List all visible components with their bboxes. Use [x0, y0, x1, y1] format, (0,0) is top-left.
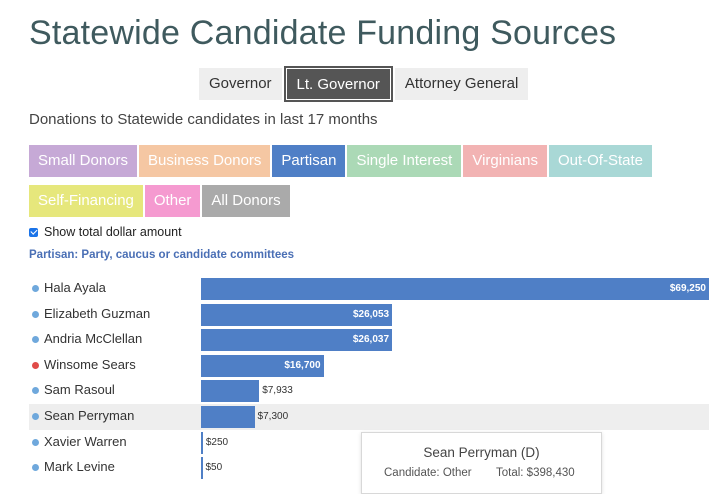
- candidate-name: Andria McClellan: [44, 331, 143, 347]
- tab-governor[interactable]: Governor: [199, 68, 282, 100]
- candidate-name: Winsome Sears: [44, 356, 136, 372]
- filter-other[interactable]: Other: [144, 185, 201, 217]
- bar-value-label: $26,053: [352, 308, 390, 320]
- candidate-name: Sean Perryman: [44, 407, 135, 423]
- tab-attorney-general[interactable]: Attorney General: [394, 68, 529, 100]
- candidate-row[interactable]: Winsome Sears $16,700: [29, 353, 709, 379]
- checkbox-checked-icon[interactable]: [29, 227, 38, 237]
- bar-mark[interactable]: [201, 457, 203, 480]
- party-dot-icon: [32, 361, 39, 369]
- show-total-toggle[interactable]: Show total dollar amount: [29, 225, 182, 239]
- bar-value-label: $7,300: [257, 410, 289, 422]
- bar-value-label: $250: [205, 436, 229, 448]
- bar-mark[interactable]: [201, 405, 255, 428]
- party-dot-icon: [32, 285, 39, 292]
- bar-mark[interactable]: [201, 431, 203, 454]
- bar-mark[interactable]: [201, 380, 260, 403]
- show-total-label: Show total dollar amount: [44, 225, 182, 239]
- candidate-bar-chart: Hala Ayala $69,250 Elizabeth Guzman $26,053…: [29, 276, 709, 481]
- candidate-row[interactable]: Sean Perryman $7,300: [29, 403, 709, 430]
- filter-small-donors[interactable]: Small Donors: [29, 145, 138, 177]
- bar-value-label: $69,250: [669, 283, 706, 294]
- filter-self-financing[interactable]: Self-Financing: [29, 185, 143, 217]
- bar-value-label: $16,700: [284, 359, 321, 371]
- filter-business-donors[interactable]: Business Donors: [139, 145, 271, 177]
- office-tabs: Governor Lt. Governor Attorney General: [199, 66, 532, 102]
- candidate-row[interactable]: Mark Levine $50: [29, 455, 709, 481]
- tooltip-total-line: Total: $398,430: [496, 467, 575, 479]
- party-dot-icon: [32, 438, 39, 446]
- candidate-name: Mark Levine: [44, 459, 115, 475]
- party-dot-icon: [32, 464, 39, 472]
- candidate-row[interactable]: Hala Ayala $69,250: [29, 276, 709, 302]
- candidate-row[interactable]: Elizabeth Guzman $26,053: [29, 302, 709, 328]
- bar-track: $7,933: [201, 380, 709, 403]
- tab-lt-governor[interactable]: Lt. Governor: [283, 66, 393, 102]
- bar-mark[interactable]: [201, 329, 392, 352]
- party-dot-icon: [32, 336, 39, 344]
- bar-track: $16,700: [201, 354, 709, 377]
- candidate-name: Hala Ayala: [44, 280, 106, 295]
- bar-track: $7,300: [201, 405, 709, 428]
- tooltip-candidate-line: Candidate: Other: [384, 467, 472, 479]
- bar-track: $69,250: [201, 278, 709, 300]
- page-title: Statewide Candidate Funding Sources: [29, 14, 617, 52]
- filter-virginians[interactable]: Virginians: [463, 145, 547, 177]
- candidate-row[interactable]: Xavier Warren $250: [29, 430, 709, 456]
- party-dot-icon: [32, 412, 39, 420]
- party-dot-icon: [32, 310, 39, 318]
- donor-filter-row-2: Self-Financing Other All Donors: [29, 185, 292, 217]
- bar-track: $26,053: [201, 303, 709, 326]
- bar-track: $250: [201, 431, 709, 454]
- candidate-row[interactable]: Andria McClellan $26,037: [29, 327, 709, 353]
- filter-partisan[interactable]: Partisan: [272, 145, 346, 177]
- filter-out-of-state[interactable]: Out-Of-State: [548, 145, 652, 177]
- filter-single-interest[interactable]: Single Interest: [347, 145, 462, 177]
- party-dot-icon: [32, 387, 39, 395]
- donor-filter-row-1: Small Donors Business Donors Partisan Si…: [29, 145, 654, 177]
- candidate-row[interactable]: Sam Rasoul $7,933: [29, 378, 709, 404]
- candidate-tooltip: Sean Perryman (D) Candidate: Other Total…: [361, 432, 602, 494]
- candidate-name: Sam Rasoul: [44, 382, 115, 398]
- tooltip-candidate-name: Sean Perryman (D): [423, 445, 540, 460]
- subtitle: Donations to Statewide candidates in las…: [29, 111, 378, 128]
- bar-track: $50: [201, 457, 709, 480]
- bar-value-label: $7,933: [262, 385, 293, 397]
- bar-track: $26,037: [201, 329, 709, 352]
- bar-value-label: $26,037: [352, 334, 390, 346]
- bar-value-label: $50: [205, 462, 223, 474]
- bar-mark[interactable]: [201, 354, 324, 377]
- candidate-name: Elizabeth Guzman: [44, 305, 151, 321]
- bar-mark[interactable]: [201, 303, 393, 326]
- candidate-name: Xavier Warren: [44, 433, 127, 449]
- bar-mark[interactable]: [201, 278, 709, 300]
- category-description: Partisan: Party, caucus or candidate com…: [29, 249, 295, 261]
- filter-all-donors[interactable]: All Donors: [202, 185, 290, 217]
